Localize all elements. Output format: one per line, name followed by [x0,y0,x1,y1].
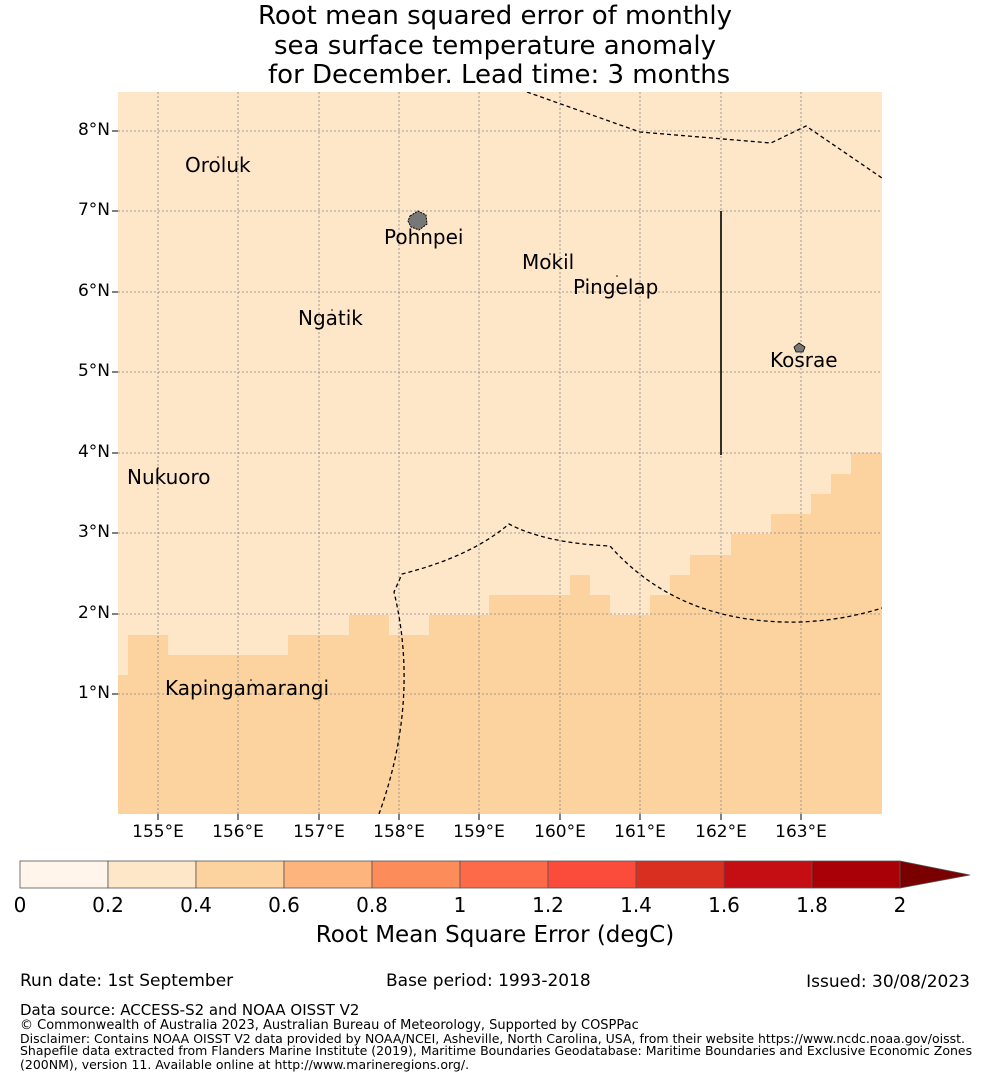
lon-label-161e: 161°E [614,822,666,842]
colorbar-tick-1-4: 1.4 [620,893,652,917]
title-line-2: sea surface temperature anomaly [274,30,716,61]
colorbar-extend-arrow [899,860,971,889]
colorbar-segment-3 [283,860,373,889]
lon-label-159e: 159°E [453,822,505,842]
place-label-pingelap: Pingelap [573,275,659,299]
colorbar-segment-0 [19,860,109,889]
lon-label-156e: 156°E [212,822,264,842]
atoll-markers [157,156,618,681]
colorbar-tick-0-4: 0.4 [180,893,212,917]
place-label-kapingamarangi: Kapingamarangi [165,676,330,700]
lat-label-1n: 1°N [77,683,110,703]
place-label-ngatik: Ngatik [298,306,363,330]
run-date: Run date: 1st September [20,971,234,991]
lat-label-3n: 3°N [77,522,110,542]
place-label-pohnpei: Pohnpei [384,225,464,249]
place-label-oroluk: Oroluk [185,153,251,177]
colorbar-tick-1-6: 1.6 [708,893,740,917]
disclaimer-line-1: Disclaimer: Contains NOAA OISST V2 data … [20,1031,965,1046]
disclaimer-line-3: (200NM), version 11. Available online at… [20,1057,470,1072]
colorbar-tick-1-2: 1.2 [532,893,564,917]
colorbar [19,860,971,889]
colorbar-segment-2 [195,860,285,889]
data-source: Data source: ACCESS-S2 and NOAA OISST V2 [20,1001,360,1019]
colorbar-label: Root Mean Square Error (degC) [315,922,675,948]
place-label-mokil: Mokil [522,250,575,274]
pohnpei-island-shape [407,210,428,231]
colorbar-tick-0: 0 [13,893,27,917]
copyright: © Commonwealth of Australia 2023, Austra… [20,1018,639,1033]
colorbar-segment-8 [723,860,813,889]
eez-boundaries [378,92,882,814]
lat-label-7n: 7°N [77,200,110,220]
title-line-3: for December. Lead time: 3 months [259,60,731,90]
colorbar-segment-7 [635,860,725,889]
colorbar-segment-5 [459,860,549,889]
lat-label-4n: 4°N [77,442,110,462]
issued-date: Issued: 30/08/2023 [806,972,970,992]
lon-label-163e: 163°E [775,822,827,842]
kosrae-island-shape [793,342,806,353]
disclaimer-line-2: Shapefile data extracted from Flanders M… [20,1043,973,1058]
colorbar-segment-6 [547,860,637,889]
colorbar-tick-1-8: 1.8 [796,893,828,917]
lat-label-2n: 2°N [77,603,110,623]
lat-label-6n: 6°N [77,281,110,301]
colorbar-tick-0-2: 0.2 [92,893,124,917]
place-label-nukuoro: Nukuoro [127,465,211,489]
colorbar-tick-1: 1 [453,893,467,917]
chart-title: Root mean squared error of monthly sea s… [0,1,990,91]
colorbar-segment-4 [371,860,461,889]
place-label-kosrae: Kosrae [770,348,838,372]
colorbar-tick-0-6: 0.6 [268,893,300,917]
colorbar-tick-0-8: 0.8 [356,893,388,917]
lat-label-5n: 5°N [77,361,110,381]
axis-ticks [112,130,802,820]
lon-label-160e: 160°E [534,822,586,842]
lon-label-158e: 158°E [373,822,425,842]
colorbar-segment-1 [107,860,197,889]
lon-label-157e: 157°E [293,822,345,842]
base-period: Base period: 1993-2018 [386,971,591,991]
lon-label-155e: 155°E [132,822,184,842]
map-gridlines [118,92,882,814]
title-line-1: Root mean squared error of monthly [257,1,733,31]
lon-label-162e: 162°E [695,822,747,842]
colorbar-tick-2: 2 [893,893,907,917]
colorbar-segment-9 [811,860,901,889]
lat-label-8n: 8°N [77,120,110,140]
sst-error-region-mid [118,453,882,814]
